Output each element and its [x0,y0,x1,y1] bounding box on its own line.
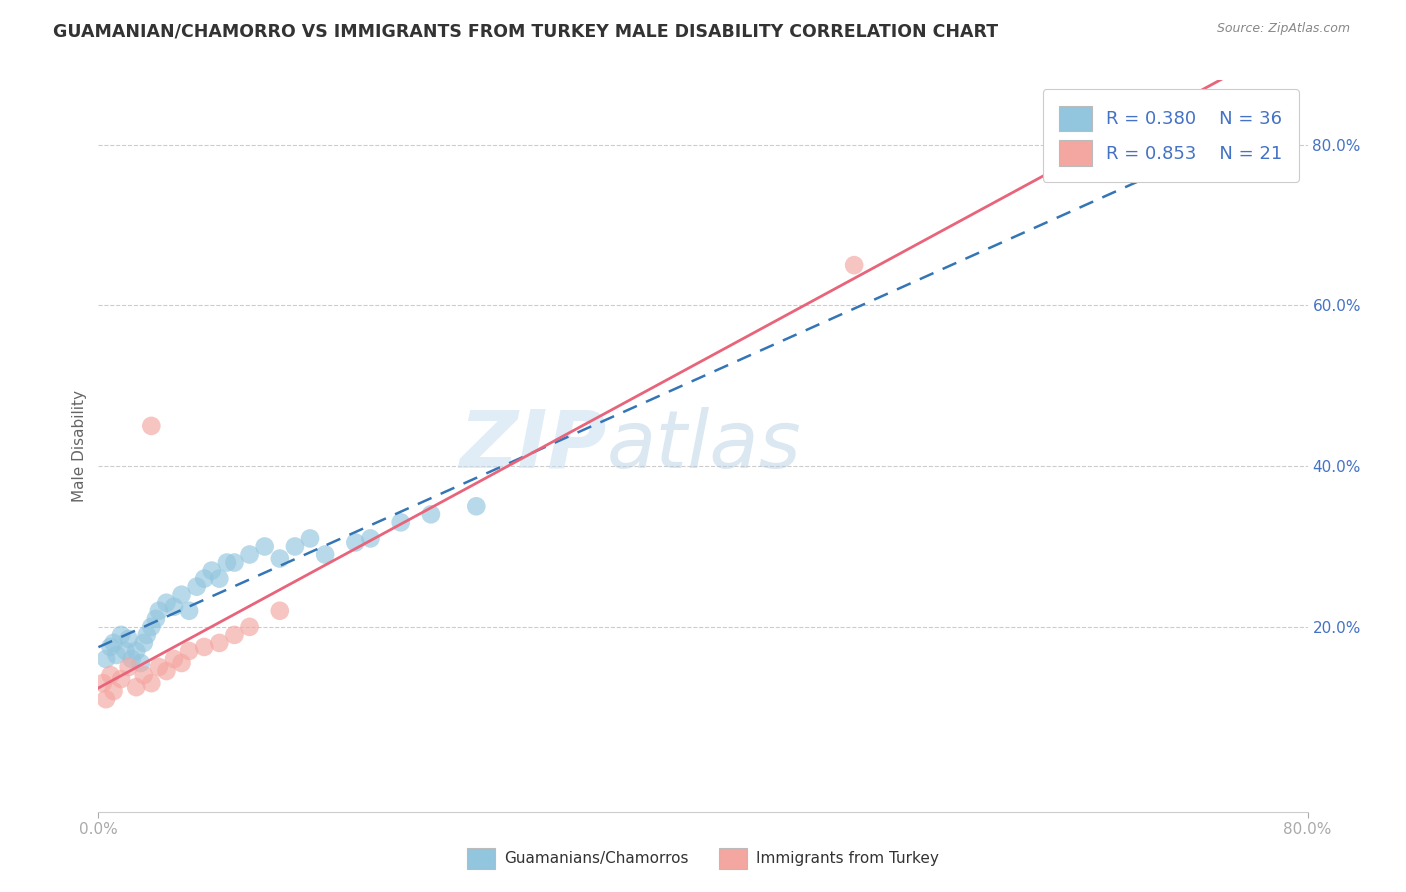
Point [105,648,128,662]
Point [269,551,291,566]
Point [208,636,231,650]
Point [125,644,148,658]
Point [141,676,163,690]
Text: Source: ZipAtlas.com: Source: ZipAtlas.com [1216,22,1350,36]
Point [155,664,177,678]
Point [193,640,215,654]
Point [132,636,155,650]
Point [155,596,177,610]
Point [129,656,152,670]
Point [224,628,246,642]
Y-axis label: Male Disability: Male Disability [72,390,87,502]
Point [389,516,412,530]
Point [193,572,215,586]
Point [420,508,443,522]
Point [465,500,488,514]
Legend: Guamanians/Chamorros, Immigrants from Turkey: Guamanians/Chamorros, Immigrants from Tu… [461,841,945,875]
Point [224,556,246,570]
Point [170,656,193,670]
Point [170,588,193,602]
Point [186,580,208,594]
Point [163,599,186,614]
Point [141,418,163,433]
Point [103,636,125,650]
Point [239,548,262,562]
Point [253,540,276,554]
Point [132,668,155,682]
Point [360,532,382,546]
Point [110,672,132,686]
Point [148,660,170,674]
Point [110,628,132,642]
Point [135,628,157,642]
Point [91,676,114,690]
Point [239,620,262,634]
Text: atlas: atlas [606,407,801,485]
Point [314,548,336,562]
Point [94,692,117,706]
Point [344,535,367,549]
Point [100,668,122,682]
Point [844,258,866,272]
Point [141,620,163,634]
Point [148,604,170,618]
Point [269,604,291,618]
Text: GUAMANIAN/CHAMORRO VS IMMIGRANTS FROM TURKEY MALE DISABILITY CORRELATION CHART: GUAMANIAN/CHAMORRO VS IMMIGRANTS FROM TU… [53,22,998,40]
Point [179,604,201,618]
Point [201,564,224,578]
Point [208,572,231,586]
Point [100,640,122,654]
Point [284,540,307,554]
Point [114,644,136,658]
Point [118,632,141,646]
Point [121,652,143,666]
Point [299,532,322,546]
Legend: R = 0.380    N = 36, R = 0.853    N = 21: R = 0.380 N = 36, R = 0.853 N = 21 [1043,89,1299,182]
Point [215,556,238,570]
Point [103,684,125,698]
Point [94,652,117,666]
Point [145,612,167,626]
Point [125,680,148,694]
Point [179,644,201,658]
Point [118,660,141,674]
Point [163,652,186,666]
Text: ZIP: ZIP [458,407,606,485]
